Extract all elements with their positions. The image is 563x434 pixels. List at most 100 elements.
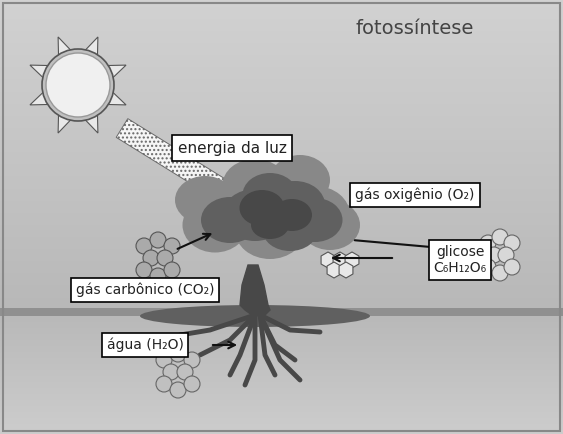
Bar	[0, 11, 563, 12]
Bar	[0, 396, 563, 397]
Bar	[0, 263, 563, 264]
Bar	[0, 399, 563, 400]
Bar	[0, 27, 563, 28]
Bar	[0, 290, 563, 291]
Bar	[0, 378, 563, 379]
Bar	[0, 426, 563, 427]
Bar	[0, 368, 563, 369]
Bar	[0, 63, 563, 64]
Bar	[0, 332, 563, 333]
Bar	[0, 235, 563, 236]
Circle shape	[157, 250, 173, 266]
Bar	[0, 187, 563, 188]
Bar	[0, 215, 563, 216]
Bar	[0, 361, 563, 362]
Bar	[0, 357, 563, 358]
Ellipse shape	[270, 155, 330, 205]
Bar	[0, 302, 563, 303]
Bar	[0, 191, 563, 192]
Bar	[0, 219, 563, 220]
Bar	[0, 82, 563, 83]
Bar	[0, 196, 563, 197]
Bar	[0, 248, 563, 249]
Bar	[0, 321, 563, 322]
Bar	[0, 195, 563, 196]
Bar	[0, 372, 563, 373]
Bar	[0, 335, 563, 336]
Bar	[0, 323, 563, 324]
Bar	[0, 300, 563, 301]
Bar	[0, 398, 563, 399]
Bar	[0, 234, 563, 235]
Bar	[0, 204, 563, 205]
Bar	[0, 392, 563, 393]
Bar	[0, 44, 563, 45]
Bar	[0, 112, 563, 113]
Bar	[0, 145, 563, 146]
Bar	[0, 152, 563, 153]
Bar	[0, 430, 563, 431]
Bar	[0, 166, 563, 167]
Bar	[0, 7, 563, 8]
Bar	[0, 264, 563, 265]
Bar	[0, 377, 563, 378]
Bar	[0, 401, 563, 402]
Bar	[0, 12, 563, 13]
Bar	[0, 421, 563, 422]
Bar	[0, 81, 563, 82]
Bar	[0, 232, 563, 233]
Bar	[0, 154, 563, 155]
Bar	[0, 38, 563, 39]
Bar	[0, 151, 563, 152]
Circle shape	[486, 247, 502, 263]
Bar	[0, 424, 563, 425]
Bar	[0, 131, 563, 132]
Bar	[0, 390, 563, 391]
Bar	[0, 276, 563, 277]
Bar	[0, 143, 563, 144]
Bar	[0, 409, 563, 410]
Bar	[0, 422, 563, 423]
Bar	[0, 56, 563, 57]
Bar	[0, 169, 563, 170]
Bar	[0, 236, 563, 237]
Bar	[0, 272, 563, 273]
Bar	[0, 31, 563, 32]
Bar	[0, 294, 563, 295]
Bar	[0, 71, 563, 72]
Bar	[0, 78, 563, 79]
Bar	[0, 150, 563, 151]
Bar	[0, 337, 563, 338]
Bar	[0, 28, 563, 29]
Polygon shape	[116, 118, 241, 207]
Bar	[0, 253, 563, 254]
Bar	[0, 115, 563, 116]
Bar	[0, 181, 563, 182]
Bar	[0, 293, 563, 294]
Bar	[0, 149, 563, 150]
Bar	[0, 256, 563, 257]
Bar	[0, 254, 563, 255]
Bar	[0, 223, 563, 224]
Bar	[0, 326, 563, 327]
Bar	[0, 301, 563, 302]
Bar	[0, 37, 563, 38]
Bar	[0, 66, 563, 67]
Bar	[0, 2, 563, 3]
Circle shape	[42, 49, 114, 121]
Bar	[0, 288, 563, 289]
Circle shape	[136, 262, 152, 278]
Bar	[0, 138, 563, 139]
Bar	[0, 408, 563, 409]
Bar	[0, 58, 563, 59]
Ellipse shape	[239, 190, 284, 226]
Circle shape	[143, 250, 159, 266]
Bar	[0, 118, 563, 119]
Bar	[0, 193, 563, 194]
Bar	[0, 4, 563, 5]
Bar	[0, 222, 563, 223]
Bar	[0, 231, 563, 232]
Bar	[0, 338, 563, 339]
Bar	[0, 369, 563, 370]
Polygon shape	[339, 262, 353, 278]
